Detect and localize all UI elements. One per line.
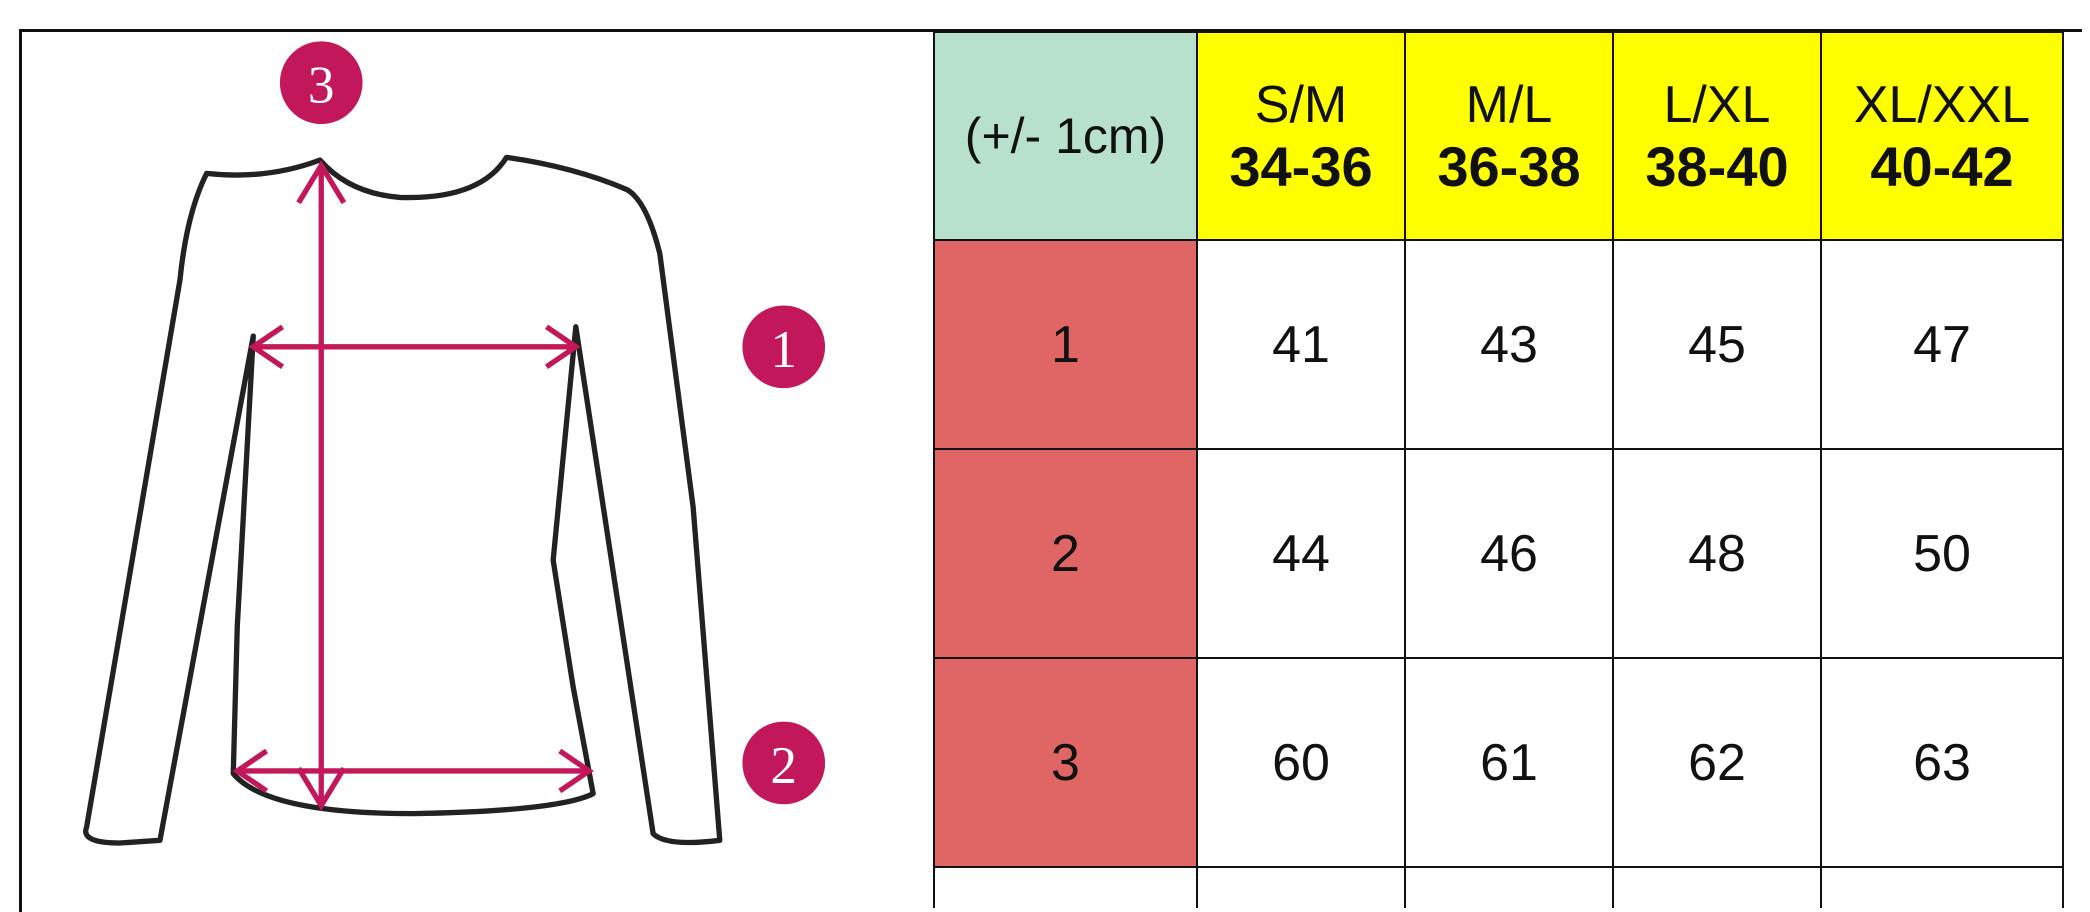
measure-arrows — [232, 160, 594, 811]
size-range: 34-36 — [1229, 135, 1373, 198]
table-cell — [1820, 866, 2064, 908]
marker-1: 1 — [742, 305, 826, 389]
row-label: 3 — [933, 657, 1198, 868]
table-cell: 47 — [1820, 239, 2064, 450]
table-cell: 50 — [1820, 448, 2064, 659]
size-label: L/XL — [1663, 76, 1771, 134]
size-header: L/XL 38-40 — [1612, 31, 1822, 241]
table-cell — [1404, 866, 1614, 908]
svg-text:3: 3 — [308, 55, 335, 115]
row-label: 2 — [933, 448, 1198, 659]
marker-3: 3 — [279, 41, 363, 125]
table-cell: 48 — [1612, 448, 1822, 659]
table-row: 3 60 61 62 63 — [933, 657, 2064, 868]
size-label: XL/XXL — [1853, 76, 2031, 134]
tolerance-note: (+/- 1cm) — [933, 31, 1198, 241]
size-range: 38-40 — [1645, 135, 1789, 198]
table-row: 1 41 43 45 47 — [933, 239, 2064, 450]
table-cell: 43 — [1404, 239, 1614, 450]
size-header: XL/XXL 40-42 — [1820, 31, 2064, 241]
svg-text:1: 1 — [770, 319, 797, 379]
svg-text:2: 2 — [770, 735, 797, 795]
table-cell — [1612, 866, 1822, 908]
size-range: 36-38 — [1437, 135, 1581, 198]
size-header: M/L 36-38 — [1404, 31, 1614, 241]
table-cell: 63 — [1820, 657, 2064, 868]
marker-2: 2 — [742, 721, 826, 805]
size-label: S/M — [1254, 76, 1348, 134]
header-row: (+/- 1cm) S/M 34-36 M/L 36-38 L/XL 38-40 XL… — [933, 31, 2064, 241]
table-cell — [1196, 866, 1406, 908]
shirt-outline — [83, 154, 723, 846]
table-cell: 61 — [1404, 657, 1614, 868]
table-cell: 45 — [1612, 239, 1822, 450]
size-label: M/L — [1465, 76, 1553, 134]
size-range: 40-42 — [1870, 135, 2014, 198]
table-row-partial — [933, 866, 2064, 908]
table-cell — [933, 866, 1198, 908]
shirt-diagram: 3 1 2 — [83, 41, 826, 846]
size-table: (+/- 1cm) S/M 34-36 M/L 36-38 L/XL 38-40 XL… — [933, 31, 2064, 908]
table-cell: 60 — [1196, 657, 1406, 868]
table-cell: 44 — [1196, 448, 1406, 659]
row-label: 1 — [933, 239, 1198, 450]
table-row: 2 44 46 48 50 — [933, 448, 2064, 659]
table-cell: 46 — [1404, 448, 1614, 659]
table-cell: 41 — [1196, 239, 1406, 450]
chart-frame — [19, 29, 2082, 912]
size-header: S/M 34-36 — [1196, 31, 1406, 241]
table-cell: 62 — [1612, 657, 1822, 868]
